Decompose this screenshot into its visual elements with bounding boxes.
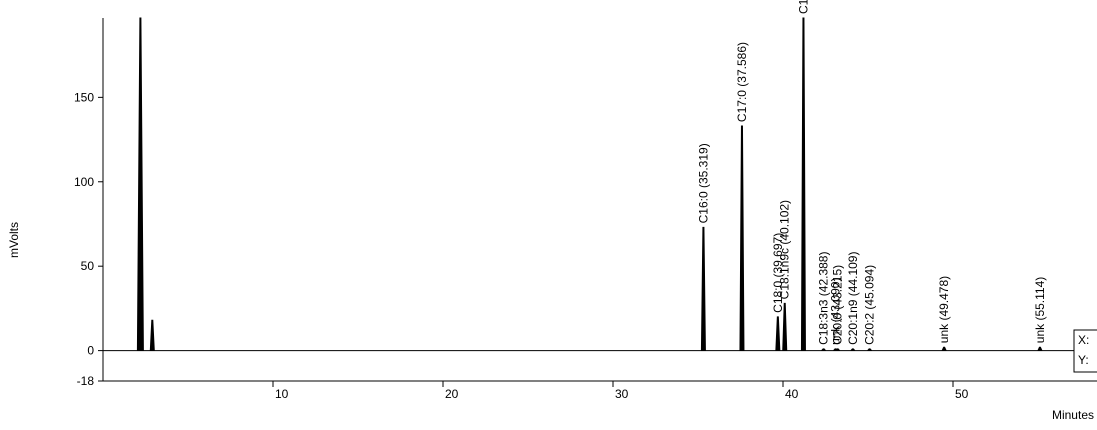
x-tick-label: 50 bbox=[955, 387, 969, 401]
y-tick-label: 50 bbox=[81, 259, 95, 273]
peak-label: unk (49.478) bbox=[937, 276, 951, 343]
peak bbox=[942, 347, 946, 350]
x-tick-label: 20 bbox=[445, 387, 459, 401]
peak bbox=[801, 18, 805, 351]
peak bbox=[1038, 347, 1042, 350]
y-tick-label: -18 bbox=[77, 374, 95, 388]
peak bbox=[776, 317, 780, 351]
peak-label: unk (55.114) bbox=[1033, 277, 1047, 344]
peak bbox=[150, 320, 154, 350]
y-axis-label: mVolts bbox=[7, 222, 21, 258]
peak-label: C19:0 (41.203) bbox=[796, 0, 810, 14]
peak bbox=[822, 349, 826, 351]
x-tick-label: 10 bbox=[275, 387, 289, 401]
peak bbox=[701, 227, 705, 350]
y-tick-label: 100 bbox=[74, 175, 94, 189]
peak bbox=[137, 18, 143, 351]
chart: mVolts Minutes -18 0 50 100 150 10 20 30 40 50 C16… bbox=[0, 0, 1097, 430]
y-tick-label: 0 bbox=[87, 344, 94, 358]
peak-label: C20:1n9 (44.109) bbox=[846, 252, 860, 345]
peak-label: C16:0 (35.319) bbox=[696, 143, 710, 223]
peak bbox=[868, 349, 872, 351]
peak bbox=[851, 349, 855, 351]
y-tick-label: 150 bbox=[74, 90, 94, 104]
peak-label: C20:0 (43.215) bbox=[831, 265, 845, 345]
peak-label: C18:1n9c (40.102) bbox=[778, 200, 792, 299]
x-axis-label: Minutes bbox=[1052, 408, 1094, 422]
x-tick-label: 30 bbox=[615, 387, 629, 401]
peak bbox=[740, 126, 744, 351]
x-tick-label: 40 bbox=[785, 387, 799, 401]
peak-label: C20:2 (45.094) bbox=[863, 265, 877, 345]
peak-label: C17:0 (37.586) bbox=[735, 42, 749, 122]
cursor-x-label: X: bbox=[1078, 333, 1089, 347]
cursor-y-label: Y: bbox=[1078, 353, 1089, 367]
